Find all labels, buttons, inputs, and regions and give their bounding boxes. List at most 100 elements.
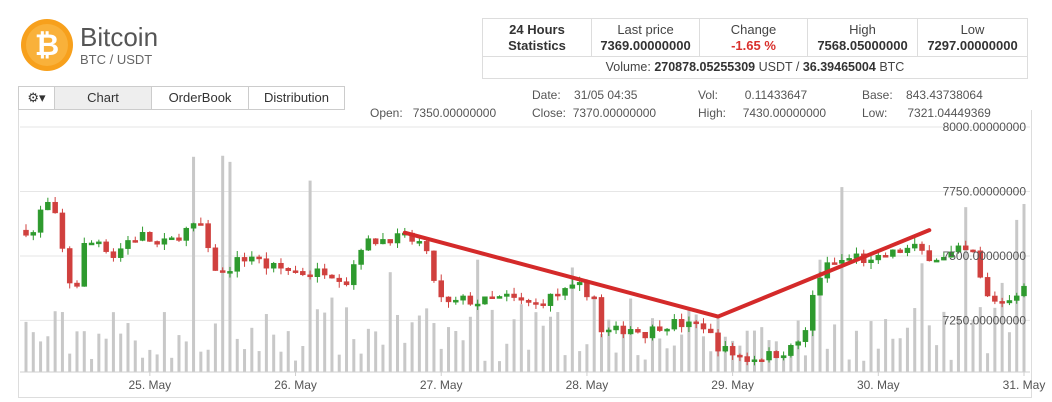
- candle-body: [460, 295, 466, 301]
- candle-body: [445, 296, 452, 303]
- ohlc-open: Open: 7350.00000000: [370, 106, 496, 120]
- candle-body: [817, 277, 823, 296]
- volume-bar: [221, 155, 225, 372]
- volume-bar: [53, 311, 57, 372]
- tab-orderbook[interactable]: OrderBook: [151, 86, 249, 110]
- volume-bar: [818, 259, 822, 372]
- candle-body: [875, 255, 882, 261]
- ohlc-date: Date: 31/05 04:35: [532, 88, 637, 102]
- volume-bar: [687, 308, 691, 372]
- candle-body: [37, 209, 44, 233]
- change-cell: Change -1.65 %: [699, 19, 807, 56]
- date-value: 31/05 04:35: [574, 88, 638, 102]
- volume-bar: [621, 332, 625, 372]
- stats-panel: 24 Hours Statistics Last price 7369.0000…: [482, 18, 1028, 79]
- candle-body: [831, 262, 838, 265]
- candle-body: [992, 295, 998, 302]
- volume-bar: [548, 316, 552, 372]
- trendline-path: [402, 228, 932, 319]
- candle-body: [423, 241, 430, 252]
- tab-distribution[interactable]: Distribution: [248, 86, 345, 110]
- close-label: Close:: [532, 106, 567, 120]
- volume-bar: [527, 349, 531, 372]
- change-value: -1.65 %: [731, 38, 776, 53]
- candle-body: [103, 241, 109, 252]
- base-label: Base:: [862, 88, 893, 102]
- candle-body: [569, 284, 576, 289]
- volume-bar: [82, 331, 86, 372]
- candle-body: [504, 293, 510, 297]
- candle-body: [882, 255, 889, 258]
- volume-bar: [483, 360, 487, 372]
- candle-body: [795, 341, 801, 346]
- candle-body: [759, 359, 765, 362]
- low-cell: Low 7297.00000000: [917, 19, 1027, 56]
- volume-bar: [330, 297, 334, 372]
- volume-bar: [141, 357, 145, 372]
- volume-bar: [935, 345, 939, 372]
- vol-value: 0.11433647: [744, 88, 808, 102]
- volume-bar: [447, 327, 451, 372]
- candle-body: [984, 277, 991, 297]
- candle-body: [234, 257, 241, 272]
- volume-bar: [978, 307, 982, 372]
- volume-bar: [854, 330, 858, 372]
- candle-body: [74, 282, 80, 287]
- volume-bar: [133, 340, 137, 372]
- volume-bar: [461, 340, 465, 372]
- volume-btc-unit: BTC: [879, 60, 905, 74]
- volume-bar: [701, 336, 705, 372]
- candle-body: [839, 260, 845, 264]
- tab-chart[interactable]: Chart: [54, 86, 152, 110]
- ohlc-base: Base: 843.43738064: [862, 88, 983, 102]
- volume-bar: [570, 267, 574, 372]
- candle-body: [489, 296, 495, 299]
- volume-bar: [68, 353, 72, 372]
- candle-body: [1013, 295, 1020, 301]
- change-label: Change: [730, 22, 777, 37]
- candle-body: [598, 297, 605, 333]
- candle-body: [555, 293, 561, 297]
- volume-bar: [833, 324, 837, 372]
- candle-body: [627, 329, 634, 335]
- volume-bar: [104, 338, 108, 372]
- volume-bar: [964, 207, 968, 372]
- volume-bar: [956, 316, 960, 372]
- coin-pair: BTC / USDT: [80, 52, 153, 67]
- volume-row: Volume: 270878.05255309 USDT / 36.394650…: [483, 57, 1027, 79]
- candle-body: [300, 271, 306, 276]
- candle-body: [773, 351, 780, 359]
- high-value: 7568.05000000: [817, 38, 908, 53]
- candle-body: [511, 293, 517, 298]
- candle-body: [52, 201, 58, 214]
- candle-body: [518, 297, 525, 301]
- bitcoin-logo-icon: ₿: [21, 19, 73, 71]
- candle-body: [212, 247, 219, 271]
- candle-body: [766, 351, 772, 361]
- volume-bar: [403, 342, 407, 372]
- candle-body: [88, 242, 95, 246]
- candle-body: [358, 249, 364, 265]
- candle-body: [387, 239, 393, 244]
- volume-label: Volume:: [605, 60, 651, 74]
- candle-body: [788, 345, 794, 356]
- volume-bar: [439, 348, 443, 372]
- candle-body: [270, 262, 277, 269]
- volume-bar: [680, 334, 684, 372]
- volume-bar: [454, 331, 458, 372]
- volume-bar: [490, 309, 494, 372]
- volume-bar: [199, 351, 203, 372]
- volume-bar: [658, 338, 662, 372]
- candle-body: [525, 300, 532, 303]
- volume-bar: [636, 355, 640, 372]
- volume-bar: [1007, 332, 1011, 372]
- candle-body: [977, 250, 984, 278]
- candle-body: [66, 248, 73, 284]
- gear-icon[interactable]: ⚙▾: [18, 86, 55, 110]
- ohlc-high: High: 7430.00000000: [698, 106, 826, 120]
- volume-bar: [337, 354, 341, 372]
- volume-bar: [39, 341, 43, 372]
- candle-body: [715, 332, 721, 352]
- candle-body: [154, 241, 160, 245]
